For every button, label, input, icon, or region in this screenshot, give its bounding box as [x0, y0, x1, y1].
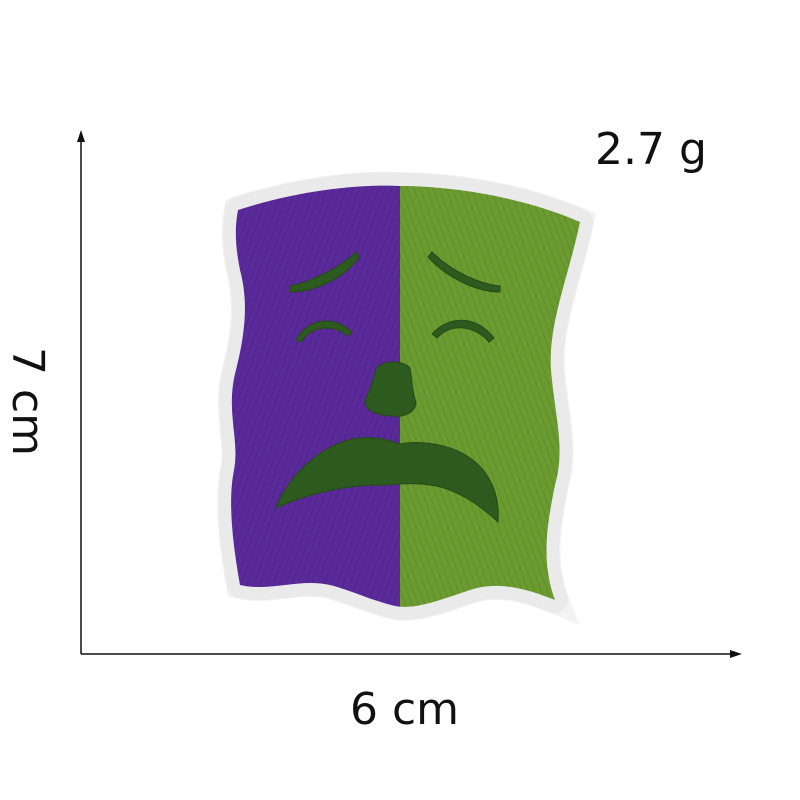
nose	[364, 361, 417, 417]
horizontal-axis-arrowhead	[730, 650, 742, 658]
height-dimension-label: 7 cm	[2, 347, 53, 457]
width-dimension-label: 6 cm	[350, 684, 460, 735]
left-eye	[295, 320, 353, 343]
vertical-axis-arrowhead	[77, 130, 85, 142]
left-eyebrow	[289, 251, 360, 293]
patch-right-half	[400, 185, 580, 607]
right-eyebrow	[427, 251, 501, 293]
weight-label: 2.7 g	[595, 124, 707, 175]
mouth	[275, 437, 499, 524]
right-eye	[431, 319, 495, 343]
